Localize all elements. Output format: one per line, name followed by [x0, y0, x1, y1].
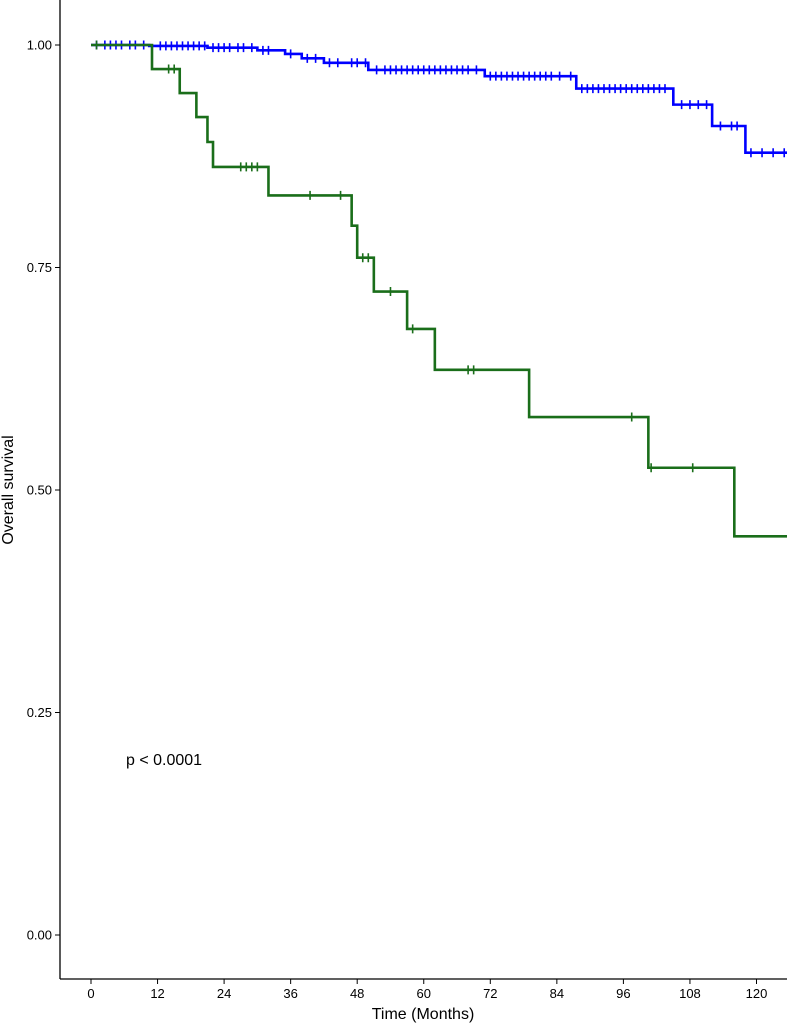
x-tick-label: 24 [217, 986, 231, 1001]
censor-mark [677, 100, 686, 110]
censor-mark [758, 148, 767, 158]
survival-curve-2 [91, 40, 787, 538]
censor-mark [333, 58, 342, 68]
ticks: 0 12 24 36 48 60 72 84 96 108 120 0.00 0.25 0.50 0.75 1… [27, 38, 768, 1002]
p-value-annotation: p < 0.0001 [126, 752, 202, 769]
censor-mark [688, 463, 697, 473]
x-tick-label: 48 [350, 986, 364, 1001]
survival-step-line [91, 43, 787, 538]
y-axis-title: Overall survival [0, 435, 17, 544]
y-tick-label: 0.25 [27, 705, 52, 720]
axes [59, 0, 787, 980]
censor-mark [361, 58, 370, 68]
x-tick-label: 72 [483, 986, 497, 1001]
censor-mark [694, 100, 703, 110]
y-tick-label: 0.00 [27, 928, 52, 943]
censor-mark [716, 121, 725, 131]
censor-mark [286, 49, 295, 59]
censor-mark [92, 40, 101, 50]
censor-mark [170, 64, 179, 74]
censor-mark [472, 65, 481, 75]
censor-mark [660, 84, 669, 94]
x-tick-label: 0 [87, 986, 94, 1001]
censor-mark [253, 162, 262, 172]
censor-mark [372, 65, 381, 75]
y-tick-label: 0.50 [27, 483, 52, 498]
x-tick-label: 36 [283, 986, 297, 1001]
censor-mark [702, 100, 711, 110]
censor-mark [364, 253, 373, 263]
censor-mark [200, 41, 209, 51]
censor-mark [566, 71, 575, 81]
censor-mark [247, 43, 256, 53]
censor-mark [469, 365, 478, 375]
x-axis-title: Time (Months) [372, 1006, 475, 1023]
y-tick-label: 0.75 [27, 260, 52, 275]
censor-mark [264, 45, 273, 55]
censor-mark [353, 58, 362, 68]
censor-mark [780, 148, 787, 158]
censor-mark [647, 463, 656, 473]
x-tick-label: 108 [679, 986, 701, 1001]
censor-mark [685, 100, 694, 110]
censor-mark [386, 287, 395, 297]
x-tick-label: 84 [550, 986, 564, 1001]
censor-mark [627, 412, 636, 422]
censor-mark [547, 71, 556, 81]
x-tick-label: 120 [746, 986, 768, 1001]
censor-mark [239, 43, 248, 53]
censor-mark [311, 53, 320, 63]
x-tick-label: 96 [616, 986, 630, 1001]
censor-mark [746, 148, 755, 158]
censor-mark [336, 190, 345, 200]
plot-series [91, 40, 787, 538]
censor-mark [408, 324, 417, 334]
censor-mark [769, 148, 778, 158]
x-tick-label: 12 [150, 986, 164, 1001]
censor-mark [306, 190, 315, 200]
censor-mark [303, 53, 312, 63]
x-tick-label: 60 [417, 986, 431, 1001]
censor-mark [464, 65, 473, 75]
censor-mark [325, 58, 334, 68]
y-tick-label: 1.00 [27, 38, 52, 53]
censor-mark [555, 71, 564, 81]
censor-mark [733, 121, 742, 131]
censor-mark [225, 43, 234, 53]
